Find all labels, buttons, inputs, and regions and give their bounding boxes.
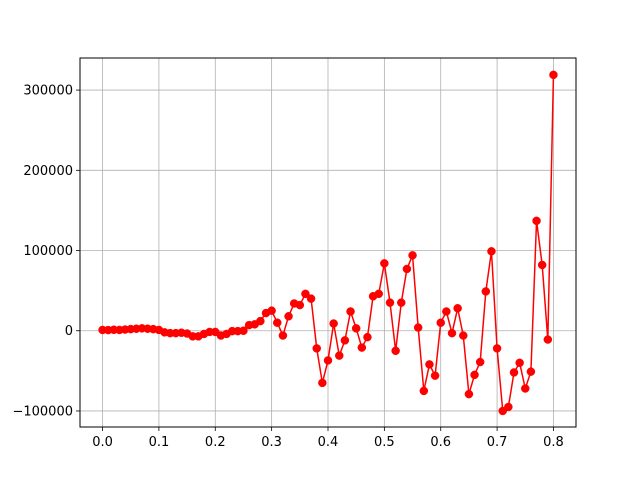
data-point xyxy=(515,358,524,368)
data-point xyxy=(312,344,321,353)
data-point xyxy=(475,357,485,367)
x-axis: 0.0 0.1 0.2 0.3 0.4 0.5 0.6 0.7 0.8 xyxy=(92,427,564,450)
data-point xyxy=(447,328,457,338)
data-point xyxy=(430,371,440,380)
data-point xyxy=(380,259,389,268)
data-point xyxy=(402,264,412,274)
data-point xyxy=(526,367,536,376)
data-point xyxy=(301,289,310,299)
data-point xyxy=(363,332,372,342)
data-point xyxy=(346,307,355,316)
data-point xyxy=(306,294,316,303)
data-point xyxy=(256,316,265,326)
x-tick-label: 0.2 xyxy=(205,435,226,450)
data-point xyxy=(357,343,367,352)
x-tick-label: 0.0 xyxy=(92,435,113,450)
data-point xyxy=(391,346,400,356)
data-series xyxy=(98,70,558,416)
data-point xyxy=(549,70,558,80)
data-point xyxy=(335,351,344,360)
data-point xyxy=(481,287,491,296)
data-point xyxy=(436,318,445,327)
data-point xyxy=(385,298,395,307)
data-point xyxy=(453,304,462,313)
data-point xyxy=(532,216,541,226)
data-point xyxy=(504,402,513,412)
data-point xyxy=(278,331,288,340)
data-point xyxy=(521,384,530,393)
data-point xyxy=(273,318,282,327)
data-point xyxy=(464,389,474,399)
data-point xyxy=(419,386,429,396)
data-point xyxy=(323,356,333,365)
data-point xyxy=(284,312,293,321)
data-point xyxy=(425,360,434,369)
data-point xyxy=(329,319,338,328)
data-point xyxy=(295,300,305,310)
y-tick-label: −100000 xyxy=(12,404,73,419)
y-tick-label: 0 xyxy=(65,324,73,339)
data-point xyxy=(267,306,276,315)
x-tick-label: 0.7 xyxy=(487,435,508,450)
data-point xyxy=(397,298,406,307)
y-axis: −100000 0 100000 200000 300000 xyxy=(12,84,80,419)
data-point xyxy=(543,335,553,344)
x-tick-label: 0.1 xyxy=(149,435,170,450)
data-point xyxy=(470,370,479,380)
data-point xyxy=(442,307,451,316)
y-tick-label: 100000 xyxy=(23,244,73,259)
data-point xyxy=(413,323,423,332)
y-tick-label: 300000 xyxy=(23,84,73,99)
data-point xyxy=(318,378,327,388)
data-point xyxy=(408,251,417,260)
x-tick-label: 0.4 xyxy=(318,435,339,450)
data-point xyxy=(351,324,361,333)
data-point xyxy=(487,247,496,256)
data-point xyxy=(239,326,248,335)
y-tick-label: 200000 xyxy=(23,164,73,179)
data-point xyxy=(537,260,547,270)
data-point xyxy=(459,331,468,340)
x-tick-label: 0.8 xyxy=(543,435,564,450)
data-point xyxy=(374,289,383,299)
x-tick-label: 0.5 xyxy=(374,435,395,450)
data-point xyxy=(509,368,519,377)
data-point xyxy=(492,344,502,353)
data-point xyxy=(340,336,350,345)
x-tick-label: 0.3 xyxy=(261,435,282,450)
x-tick-label: 0.6 xyxy=(430,435,451,450)
